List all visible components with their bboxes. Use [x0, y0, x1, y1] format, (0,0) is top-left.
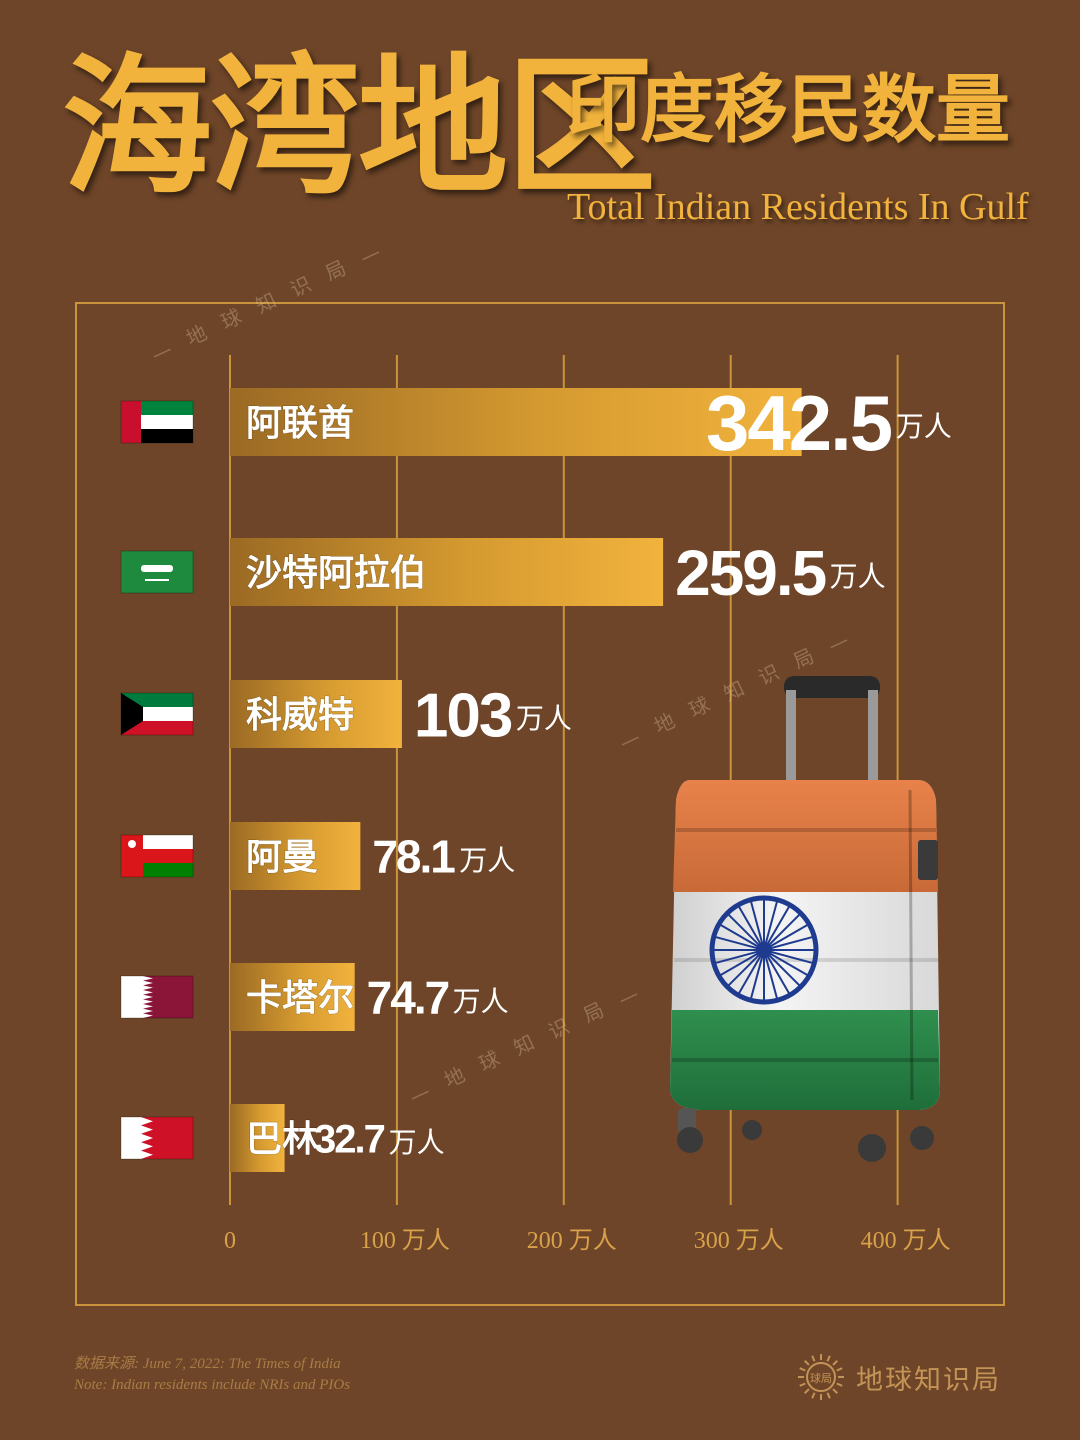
x-tick-label: 200 万人 — [527, 1228, 617, 1254]
category-label: 卡塔尔 — [246, 978, 354, 1019]
brand-name: 地球知识局 — [856, 1364, 1001, 1396]
title-sub: 印度移民数量 — [566, 67, 1010, 153]
value-label: 78.1 — [372, 831, 455, 883]
category-label: 阿曼 — [246, 837, 318, 878]
category-label: 科威特 — [246, 695, 354, 736]
category-label: 阿联酋 — [246, 403, 354, 444]
value-label: 103 — [414, 681, 512, 750]
title-english: Total Indian Residents In Gulf — [567, 186, 1029, 228]
category-label: 沙特阿拉伯 — [246, 553, 426, 594]
unit-label: 万人 — [516, 702, 572, 735]
suitcase-icon — [670, 676, 940, 1162]
bar — [230, 1104, 285, 1172]
unit-label: 万人 — [453, 985, 509, 1018]
source-line: 数据来源: June 7, 2022: The Times of India — [74, 1356, 341, 1372]
bar — [230, 963, 355, 1031]
kuwait-flag-icon — [120, 692, 194, 736]
bahrain-flag-icon — [120, 1116, 194, 1160]
x-tick-label: 300 万人 — [694, 1228, 784, 1254]
value-label: 32.7 — [314, 1117, 385, 1161]
brand-logo-icon: 球局 — [798, 1354, 844, 1400]
title-main: 海湾地区 — [62, 39, 656, 215]
source-note: 数据来源: June 7, 2022: The Times of India N… — [74, 1354, 350, 1396]
brand-logo-text: 球局 — [810, 1371, 832, 1385]
bar — [230, 388, 802, 456]
value-label: 74.7 — [367, 972, 449, 1024]
uae-flag-icon — [120, 400, 194, 444]
x-tick-label: 100 万人 — [360, 1228, 450, 1254]
qatar-flag-icon — [120, 975, 194, 1019]
bar — [230, 538, 664, 606]
category-label: 巴林 — [246, 1119, 318, 1160]
unit-label: 万人 — [830, 560, 886, 593]
bar — [230, 680, 402, 748]
unit-label: 万人 — [459, 844, 515, 877]
x-tick-label: 400 万人 — [861, 1228, 951, 1254]
unit-label: 万人 — [389, 1126, 445, 1159]
brand: 球局 地球知识局 — [796, 1352, 1001, 1402]
value-label: 342.5 — [706, 379, 892, 467]
bar — [230, 822, 361, 890]
unit-label: 万人 — [896, 410, 952, 443]
note-line: Note: Indian residents include NRIs and … — [74, 1377, 351, 1393]
chart-frame — [75, 302, 1005, 1306]
x-tick-label: 0 — [224, 1228, 236, 1254]
oman-flag-icon — [120, 834, 194, 878]
value-label: 259.5 — [675, 537, 826, 609]
ashoka-chakra-icon — [709, 895, 819, 1005]
saudi-flag-icon — [120, 550, 194, 594]
